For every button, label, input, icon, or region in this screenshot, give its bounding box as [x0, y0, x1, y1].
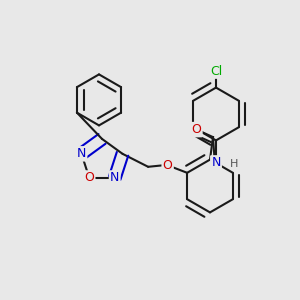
Text: N: N [77, 147, 86, 160]
Text: O: O [192, 123, 201, 136]
Text: O: O [163, 159, 172, 172]
Text: Cl: Cl [210, 64, 222, 78]
Text: H: H [230, 159, 238, 170]
Text: N: N [110, 172, 119, 184]
Text: O: O [84, 172, 94, 184]
Text: N: N [211, 156, 221, 170]
